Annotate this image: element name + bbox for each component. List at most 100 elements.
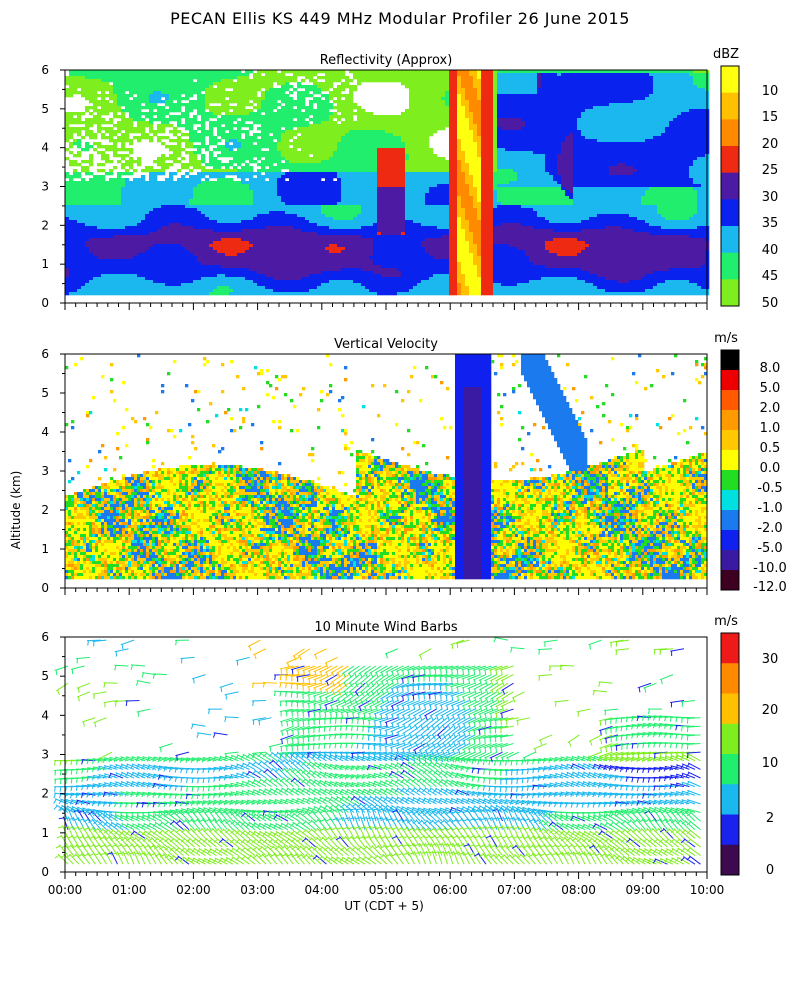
reflectivity-cell [345,199,349,202]
reflectivity-cell [133,289,137,292]
reflectivity-cell [113,100,117,103]
reflectivity-cell [265,223,269,226]
reflectivity-cell [353,265,357,268]
reflectivity-cell [345,136,349,139]
reflectivity-cell [229,97,233,100]
reflectivity-cell [161,73,165,76]
reflectivity-cell [229,196,233,199]
reflectivity-cell [113,271,117,274]
reflectivity-cell [165,109,169,112]
reflectivity-cell [169,100,173,103]
reflectivity-cell [197,235,201,238]
reflectivity-cell [165,223,169,226]
reflectivity-cell [113,211,117,214]
reflectivity-cell [121,283,125,286]
reflectivity-cell [181,205,185,208]
reflectivity-cell [189,139,193,142]
reflectivity-cell [177,109,181,112]
reflectivity-cell [245,82,249,85]
reflectivity-cell [97,262,101,265]
reflectivity-cell [201,112,205,115]
reflectivity-cell [305,211,309,214]
reflectivity-cell [165,277,169,280]
reflectivity-cell [201,103,205,106]
reflectivity-cell [69,277,73,280]
reflectivity-cell [249,127,253,130]
reflectivity-cell [189,88,193,91]
reflectivity-cell [357,277,361,280]
reflectivity-cell [145,235,149,238]
reflectivity-cell [333,190,337,193]
reflectivity-cell [193,118,197,121]
reflectivity-cell [137,91,141,94]
reflectivity-cell [209,211,213,214]
reflectivity-cell [189,94,193,97]
reflectivity-cell [281,178,285,181]
reflectivity-cell [353,223,357,226]
reflectivity-cell [261,268,265,271]
reflectivity-cell [241,241,245,244]
reflectivity-cell [281,247,285,250]
reflectivity-cell [129,190,133,193]
reflectivity-cell [345,244,349,247]
reflectivity-cell [85,82,89,85]
reflectivity-cell [349,211,353,214]
reflectivity-cell [73,127,77,130]
reflectivity-cell [265,160,269,163]
reflectivity-cell [325,268,329,271]
reflectivity-cell [201,175,205,178]
reflectivity-cell [65,277,69,280]
reflectivity-cell [105,262,109,265]
reflectivity-cell [141,130,145,133]
reflectivity-cell [69,244,73,247]
reflectivity-cell [277,136,281,139]
reflectivity-cell [77,283,81,286]
reflectivity-cell [133,253,137,256]
reflectivity-cell [97,232,101,235]
reflectivity-cell [237,259,241,262]
reflectivity-cell [97,256,101,259]
reflectivity-cell [253,121,257,124]
reflectivity-cell [217,187,221,190]
reflectivity-cell [349,109,353,112]
reflectivity-cell [301,214,305,217]
reflectivity-cell [317,232,321,235]
reflectivity-cell [197,271,201,274]
reflectivity-cell [285,226,289,229]
reflectivity-cell [349,247,353,250]
reflectivity-cell [125,265,129,268]
reflectivity-cell [257,151,261,154]
reflectivity-cell [285,262,289,265]
reflectivity-cell [197,112,201,115]
reflectivity-cell [161,130,165,133]
reflectivity-cell [261,82,265,85]
reflectivity-cell [145,232,149,235]
reflectivity-cell [97,130,101,133]
reflectivity-cell [241,256,245,259]
reflectivity-cell [229,148,233,151]
reflectivity-cell [121,241,125,244]
reflectivity-cell [213,139,217,142]
reflectivity-cell [97,145,101,148]
reflectivity-cell [257,121,261,124]
reflectivity-cell [329,220,333,223]
reflectivity-cell [77,247,81,250]
reflectivity-cell [109,274,113,277]
reflectivity-cell [201,292,205,295]
reflectivity-cell [129,115,133,118]
reflectivity-cell [305,127,309,130]
reflectivity-cell [229,280,233,283]
reflectivity-cell [345,151,349,154]
reflectivity-cell [89,226,93,229]
reflectivity-cell [269,289,273,292]
reflectivity-cell [197,241,201,244]
reflectivity-cell [321,211,325,214]
reflectivity-cell [169,97,173,100]
reflectivity-cell [289,286,293,289]
reflectivity-cell [77,172,81,175]
reflectivity-cell [213,157,217,160]
reflectivity-cell [101,82,105,85]
reflectivity-cell [161,142,165,145]
reflectivity-cell [317,217,321,220]
reflectivity-cell [161,250,165,253]
